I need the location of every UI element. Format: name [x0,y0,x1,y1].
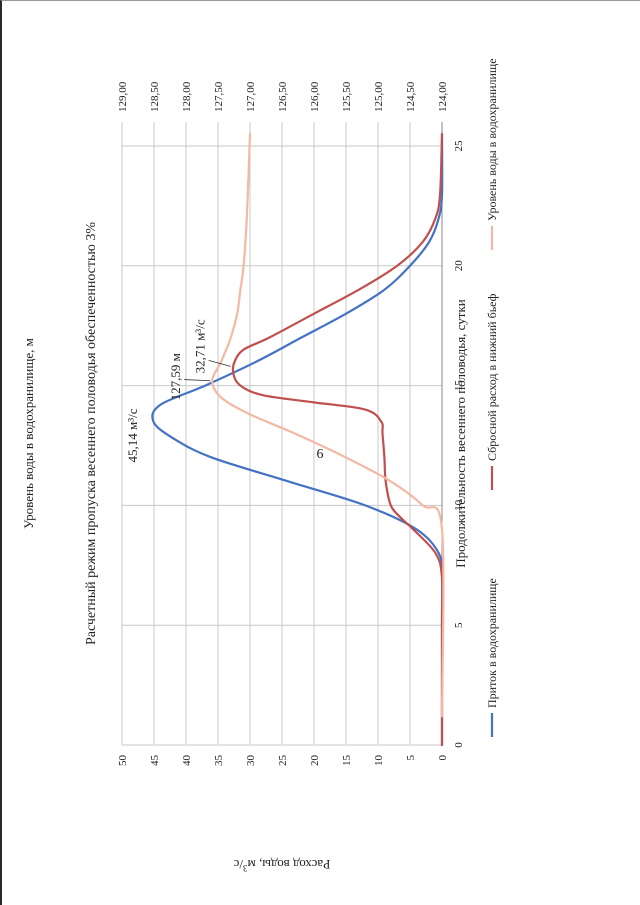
y2-tick-label: 126,00 [309,81,321,112]
x-tick-label: 10 [453,499,465,511]
y2-tick-label: 126,50 [277,81,289,112]
x-axis-title: Продолжительность весеннего половодья, с… [453,299,468,568]
y2-tick-label: 128,50 [149,81,161,112]
y-tick-label: 30 [245,755,257,767]
annotation-label: 127,59 м [168,353,183,400]
series-discharge [231,132,444,747]
y2-tick-label: 125,00 [373,81,385,112]
y-tick-label: 10 [373,755,385,767]
annotation-label: 32,71 м³/с [193,319,208,373]
y-tick-label: 35 [213,755,225,767]
chart-title: Расчетный режим пропуска весеннего полов… [84,222,99,645]
x-tick-label: 20 [453,260,465,272]
y2-tick-label: 124,50 [405,81,417,112]
y2-tick-label: 127,00 [245,81,257,112]
series-group [151,132,445,747]
y-tick-label: 40 [181,755,193,767]
series-level [211,132,445,718]
x-tick-label: 5 [453,622,465,628]
y-tick-label: 20 [309,755,321,767]
y2-tick-label: 127,50 [213,81,225,112]
y2-tick-label: 128,00 [181,81,193,112]
annotation-label: 45,14 м³/с [125,408,140,462]
y-axis-title: Расход воды, м3/с [233,857,330,873]
legend-label: Сбросной расход в нижний бьеф [485,293,499,461]
page-number: 6 [316,447,324,462]
y-tick-label: 45 [149,755,161,767]
annotations: 45,14 м³/с 127,59 м 32,71 м³/с [125,319,231,463]
y2-axis-title: Уровень воды в водохранилище, м [21,338,36,529]
annotation-leader [184,379,211,382]
tick-labels: 0 5 10 15 20 25 30 35 40 45 50 0 5 10 15 20 25 124,00 124,… [117,81,465,766]
y-tick-label: 15 [341,755,353,767]
x-tick-label: 15 [453,380,465,392]
y-tick-label: 50 [117,755,129,767]
series-inflow [151,132,444,747]
y-tick-label: 5 [405,755,417,761]
grid [121,122,443,746]
annotation-leader [208,360,231,367]
y2-tick-label: 124,00 [437,81,449,112]
legend: Приток в водохранилище Сбросной расход в … [485,58,499,737]
legend-label: Уровень воды в водохранилище [485,58,499,221]
legend-label: Приток в водохранилище [485,578,499,708]
y2-tick-label: 129,00 [117,81,129,112]
y-tick-label: 25 [277,755,289,767]
x-tick-label: 25 [453,140,465,152]
y2-tick-label: 125,50 [341,81,353,112]
y-tick-label: 0 [437,755,449,761]
x-tick-label: 0 [453,742,465,748]
